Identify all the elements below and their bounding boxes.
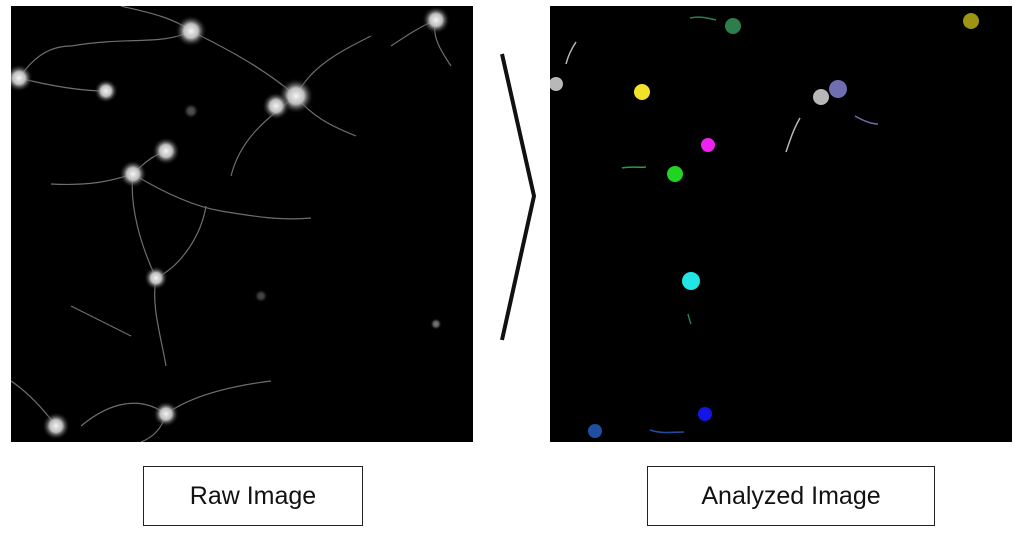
segmented-neurites <box>565 16 879 434</box>
raw-image-caption: Raw Image <box>143 466 363 526</box>
raw-cell-bodies <box>11 6 450 440</box>
raw-fluorescence-image <box>11 6 452 442</box>
segmented-cell-bodies <box>550 13 979 438</box>
analyzed-image-caption: Analyzed Image <box>647 466 935 526</box>
arrow-icon <box>500 53 537 341</box>
raw-neurites <box>11 6 452 442</box>
raw-image-panel <box>11 6 473 442</box>
analyzed-image-panel <box>550 6 1012 442</box>
analyzed-segmentation-image <box>550 13 979 438</box>
